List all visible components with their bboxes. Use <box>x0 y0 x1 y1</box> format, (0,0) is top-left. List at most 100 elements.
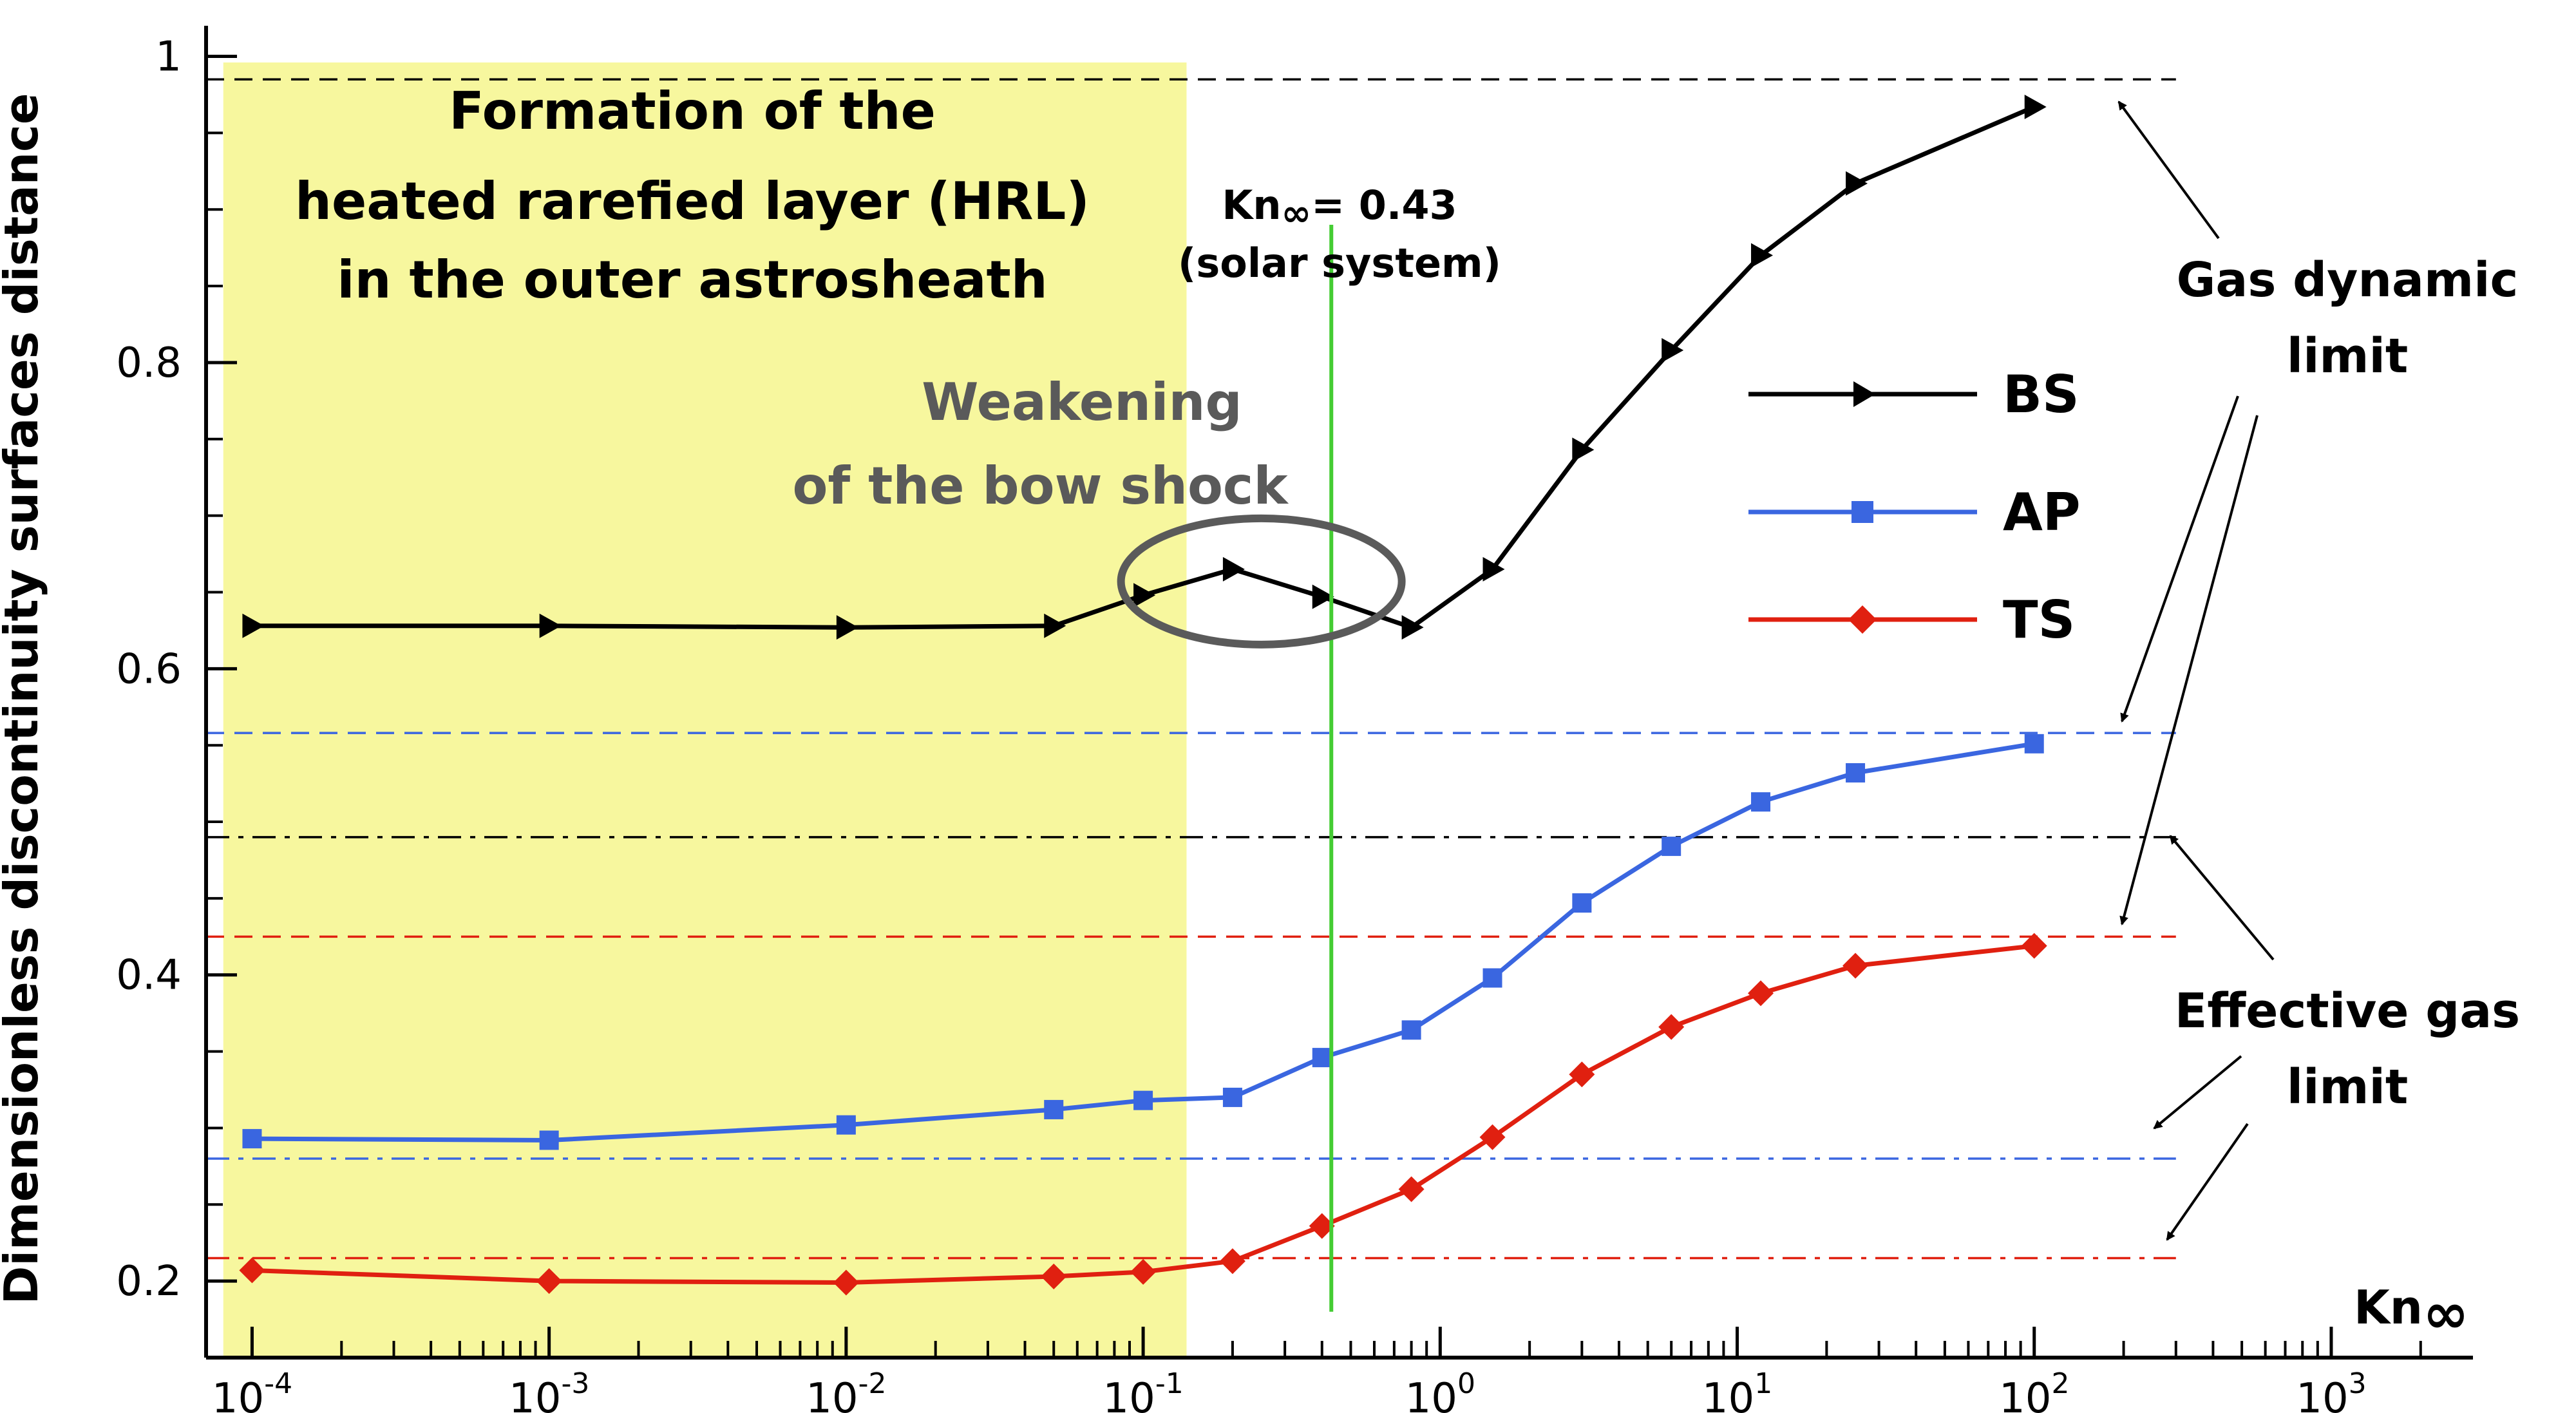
hrl-line-3: in the outer astrosheath <box>337 250 1048 310</box>
point-ts-13 <box>2021 933 2047 959</box>
arrow-effective-ts <box>2166 1123 2249 1241</box>
kn-value-sub: ∞ <box>1282 193 1312 234</box>
point-ts-9 <box>1569 1061 1595 1088</box>
point-ts-3 <box>1041 1264 1067 1290</box>
legend-marker-bs <box>1853 381 1875 407</box>
hrl-highlight-region <box>223 62 1187 1358</box>
point-bs-5 <box>1222 556 1245 582</box>
x-tick-label-0: 10-4 <box>212 1367 292 1413</box>
x-tick-label-7: 103 <box>2296 1367 2366 1413</box>
point-ts-12 <box>1842 953 1869 979</box>
x-tick-label-5: 101 <box>1702 1367 1772 1413</box>
weakening-line-2: of the bow shock <box>792 456 1289 516</box>
hrl-line-1: Formation of the <box>449 81 936 141</box>
series-layer <box>239 94 2047 1296</box>
point-bs-3 <box>1044 613 1066 638</box>
bow-shock-circle <box>1117 514 1406 649</box>
reference-lines <box>206 78 2176 1260</box>
legend-label-ap: AP <box>2003 482 2081 542</box>
legend-item-ap: AP <box>1748 482 2081 542</box>
point-bs-9 <box>1572 437 1595 462</box>
legend-marker-ts <box>1848 605 1877 634</box>
point-ap-4 <box>1133 1090 1153 1110</box>
point-ap-5 <box>1222 1087 1242 1107</box>
x-axis-title: Kn∞ <box>2354 1280 2469 1346</box>
effective-gas-limit-annotation: Effective gas limit <box>2175 983 2520 1115</box>
hrl-line-2: heated rarefied layer (HRL) <box>295 171 1090 231</box>
point-bs-2 <box>836 615 858 640</box>
point-ts-7 <box>1398 1176 1425 1202</box>
legend-item-ts: TS <box>1748 590 2075 650</box>
x-tick-label-2: 10-2 <box>806 1367 886 1413</box>
point-bs-1 <box>539 613 562 638</box>
x-tick-label-6: 102 <box>1999 1367 2069 1413</box>
x-axis-title-base: Kn <box>2354 1280 2423 1334</box>
y-tick-label-0: 0.2 <box>116 1258 182 1305</box>
series-ap <box>242 734 2044 1150</box>
arrow-gas-dynamic-bs <box>2117 100 2220 240</box>
x-tick-label-3: 10-1 <box>1103 1367 1183 1413</box>
point-bs-8 <box>1482 556 1505 582</box>
series-line-ap <box>252 741 2035 1143</box>
point-ts-6 <box>1309 1213 1335 1239</box>
y-tick-label-2: 0.6 <box>116 645 182 693</box>
annotation-arrows <box>2117 100 2275 1241</box>
point-ts-4 <box>1130 1258 1157 1285</box>
x-tick-label-4: 100 <box>1405 1367 1475 1413</box>
gas-dynamic-line-2: limit <box>2287 328 2409 384</box>
point-ts-8 <box>1479 1124 1506 1150</box>
weakening-line-1: Weakening <box>922 372 1242 432</box>
arrow-gas-dynamic-ap <box>2120 395 2239 723</box>
x-axis-title-sub: ∞ <box>2423 1282 2469 1346</box>
point-ts-10 <box>1658 1014 1685 1040</box>
legend-label-bs: BS <box>2003 365 2079 424</box>
y-tick-label-3: 0.8 <box>116 339 182 387</box>
point-bs-11 <box>1751 243 1774 268</box>
legend-item-bs: BS <box>1748 365 2079 424</box>
y-tick-label-4: 1 <box>155 33 182 81</box>
weakening-annotation: Weakening of the bow shock <box>792 372 1289 516</box>
point-bs-6 <box>1312 584 1334 609</box>
point-ts-0 <box>239 1257 265 1284</box>
point-ap-1 <box>539 1130 559 1150</box>
point-ap-7 <box>1401 1020 1421 1040</box>
legend: BS AP TS <box>1748 365 2081 650</box>
axes: 0.2 0.4 0.6 0.8 1 10-4 10-3 10-2 10-1 100 101 102 10… <box>116 26 2473 1413</box>
effective-gas-line-1: Effective gas <box>2175 983 2520 1039</box>
point-ts-2 <box>833 1269 859 1296</box>
legend-label-ts: TS <box>2003 590 2075 650</box>
point-ap-13 <box>2024 734 2044 754</box>
point-bs-4 <box>1133 583 1156 608</box>
point-ts-1 <box>536 1268 562 1294</box>
legend-marker-ap <box>1852 501 1873 523</box>
point-ap-12 <box>1846 763 1866 782</box>
point-ap-3 <box>1044 1099 1064 1119</box>
x-tick-label-1: 10-3 <box>509 1367 589 1413</box>
series-bs <box>242 94 2047 640</box>
point-ap-9 <box>1572 893 1592 913</box>
point-ts-5 <box>1219 1248 1245 1275</box>
svg-text:Kn∞= 0.43: Kn∞= 0.43 <box>1222 182 1457 234</box>
arrow-effective-bs <box>2169 835 2275 961</box>
y-axis-title: Dimensionless discontinuity surfaces dis… <box>0 93 48 1304</box>
point-bs-10 <box>1662 337 1684 363</box>
point-bs-0 <box>242 613 265 638</box>
point-ap-11 <box>1751 792 1771 812</box>
series-line-ts <box>252 944 2035 1285</box>
effective-gas-line-2: limit <box>2287 1059 2409 1115</box>
gas-dynamic-line-1: Gas dynamic <box>2177 252 2519 308</box>
arrow-gas-dynamic-ts <box>2119 415 2259 925</box>
series-ts <box>239 933 2047 1296</box>
point-ap-2 <box>836 1115 856 1135</box>
point-ts-11 <box>1748 980 1774 1007</box>
arrow-effective-ap <box>2153 1055 2242 1130</box>
point-ap-8 <box>1482 968 1502 988</box>
point-bs-7 <box>1401 615 1424 640</box>
kn-value-number: = 0.43 <box>1311 182 1457 229</box>
point-ap-0 <box>242 1129 262 1149</box>
kn-value-base: Kn <box>1222 182 1281 229</box>
solar-system-label: (solar system) <box>1178 240 1501 287</box>
point-bs-13 <box>2024 94 2047 119</box>
y-tick-label-1: 0.4 <box>116 952 182 1000</box>
